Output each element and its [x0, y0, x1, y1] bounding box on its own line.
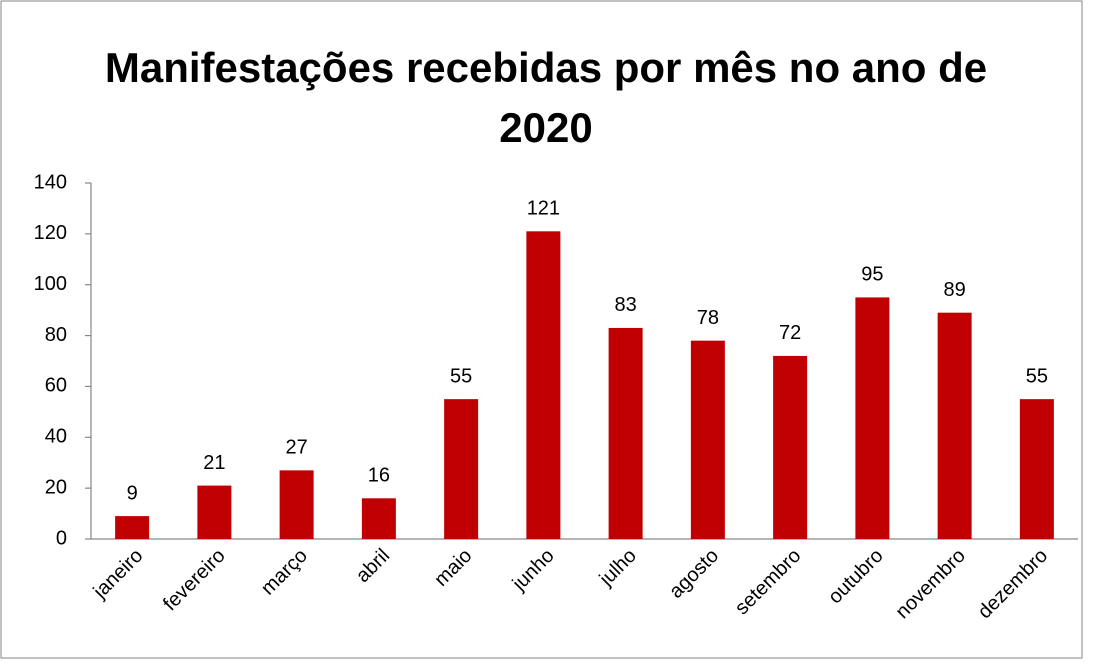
bar — [361, 498, 396, 539]
bar — [279, 470, 314, 539]
bar — [1019, 399, 1054, 539]
bar — [526, 231, 561, 540]
y-tick-label: 60 — [45, 375, 67, 397]
bar — [855, 297, 890, 539]
data-label: 21 — [203, 452, 225, 474]
data-label: 72 — [779, 322, 801, 344]
y-tick-label: 20 — [45, 476, 67, 498]
data-label: 27 — [286, 437, 308, 459]
bar — [937, 312, 972, 539]
y-tick-label: 120 — [34, 222, 67, 244]
chart-title: Manifestações recebidas por mês no ano d… — [104, 44, 988, 151]
data-label: 83 — [615, 294, 637, 316]
y-tick-label: 40 — [45, 426, 67, 448]
data-label: 78 — [697, 307, 719, 329]
y-tick-label: 0 — [56, 527, 67, 549]
bar — [773, 355, 808, 539]
y-tick-label: 140 — [34, 171, 67, 193]
data-label: 55 — [1026, 365, 1048, 387]
bar — [690, 340, 725, 539]
bar — [608, 327, 643, 539]
data-label: 89 — [944, 279, 966, 301]
data-label: 55 — [450, 365, 472, 387]
bar — [115, 516, 150, 539]
data-label: 95 — [861, 264, 883, 286]
bar — [197, 485, 232, 539]
data-label: 9 — [127, 482, 138, 504]
data-label: 16 — [368, 465, 390, 487]
y-tick-label: 80 — [45, 324, 67, 346]
bar — [444, 399, 479, 539]
data-label: 121 — [527, 198, 560, 220]
y-tick-label: 100 — [34, 273, 67, 295]
